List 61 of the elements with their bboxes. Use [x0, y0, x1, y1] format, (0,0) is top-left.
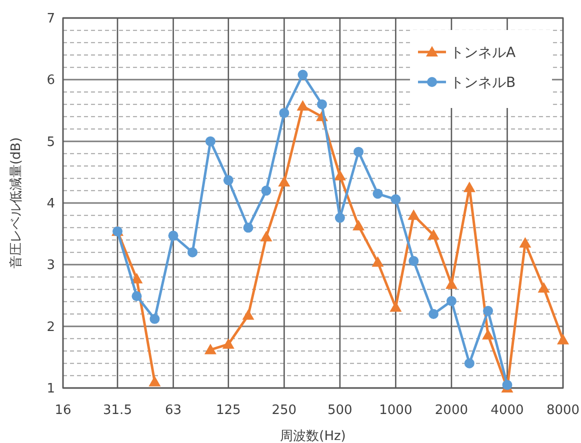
- y-tick-label: 5: [46, 134, 55, 150]
- point: [408, 256, 419, 266]
- point: [279, 108, 290, 118]
- point: [150, 314, 160, 324]
- y-tick-label: 7: [46, 12, 55, 27]
- point: [334, 170, 346, 180]
- point: [205, 136, 216, 146]
- point: [445, 278, 458, 289]
- x-tick-label: 4000: [490, 403, 524, 418]
- point: [278, 176, 290, 187]
- point: [464, 358, 474, 368]
- point: [483, 306, 494, 316]
- x-tick-label: 63: [164, 403, 182, 418]
- point: [148, 376, 161, 386]
- x-tick-label: 31.5: [103, 403, 132, 418]
- point: [463, 182, 476, 192]
- point: [132, 291, 142, 302]
- point: [352, 220, 365, 230]
- point: [223, 175, 234, 186]
- x-axis-title: 周波数(Hz): [280, 429, 346, 443]
- x-tick-label: 8000: [546, 403, 580, 418]
- x-tick-label: 125: [216, 403, 241, 418]
- legend-label: トンネルB: [450, 74, 516, 91]
- point: [204, 344, 216, 354]
- x-tick-label: 16: [54, 403, 72, 418]
- point: [260, 230, 272, 242]
- y-axis-title: 音圧レベル低減量(dB): [9, 137, 24, 269]
- point: [557, 334, 569, 344]
- point: [168, 230, 178, 241]
- x-tick-label: 2000: [434, 403, 468, 418]
- point: [334, 212, 345, 223]
- point: [502, 380, 512, 390]
- point: [187, 247, 198, 258]
- point: [222, 338, 234, 349]
- y-tick-label: 1: [46, 382, 55, 397]
- point: [408, 209, 420, 220]
- point: [428, 229, 440, 240]
- y-tick-label: 6: [46, 73, 55, 88]
- point: [372, 256, 384, 267]
- point: [243, 222, 254, 233]
- x-tick-label: 1000: [379, 403, 412, 418]
- point: [372, 188, 383, 199]
- y-tick-label: 2: [46, 320, 55, 335]
- point: [428, 309, 439, 319]
- y-tick-label: 4: [46, 196, 55, 212]
- point: [482, 328, 494, 340]
- point: [446, 296, 456, 306]
- legend-label: トンネルA: [450, 44, 516, 61]
- point: [316, 99, 327, 110]
- point: [390, 301, 402, 312]
- point: [296, 100, 309, 111]
- point: [298, 70, 308, 80]
- x-tick-label: 250: [272, 403, 297, 418]
- point: [354, 146, 364, 157]
- point: [390, 194, 401, 204]
- y-tick-label: 3: [46, 258, 55, 274]
- point: [261, 186, 272, 196]
- x-tick-label: 500: [328, 403, 352, 418]
- point: [242, 309, 254, 320]
- point: [519, 237, 532, 248]
- point: [538, 282, 550, 293]
